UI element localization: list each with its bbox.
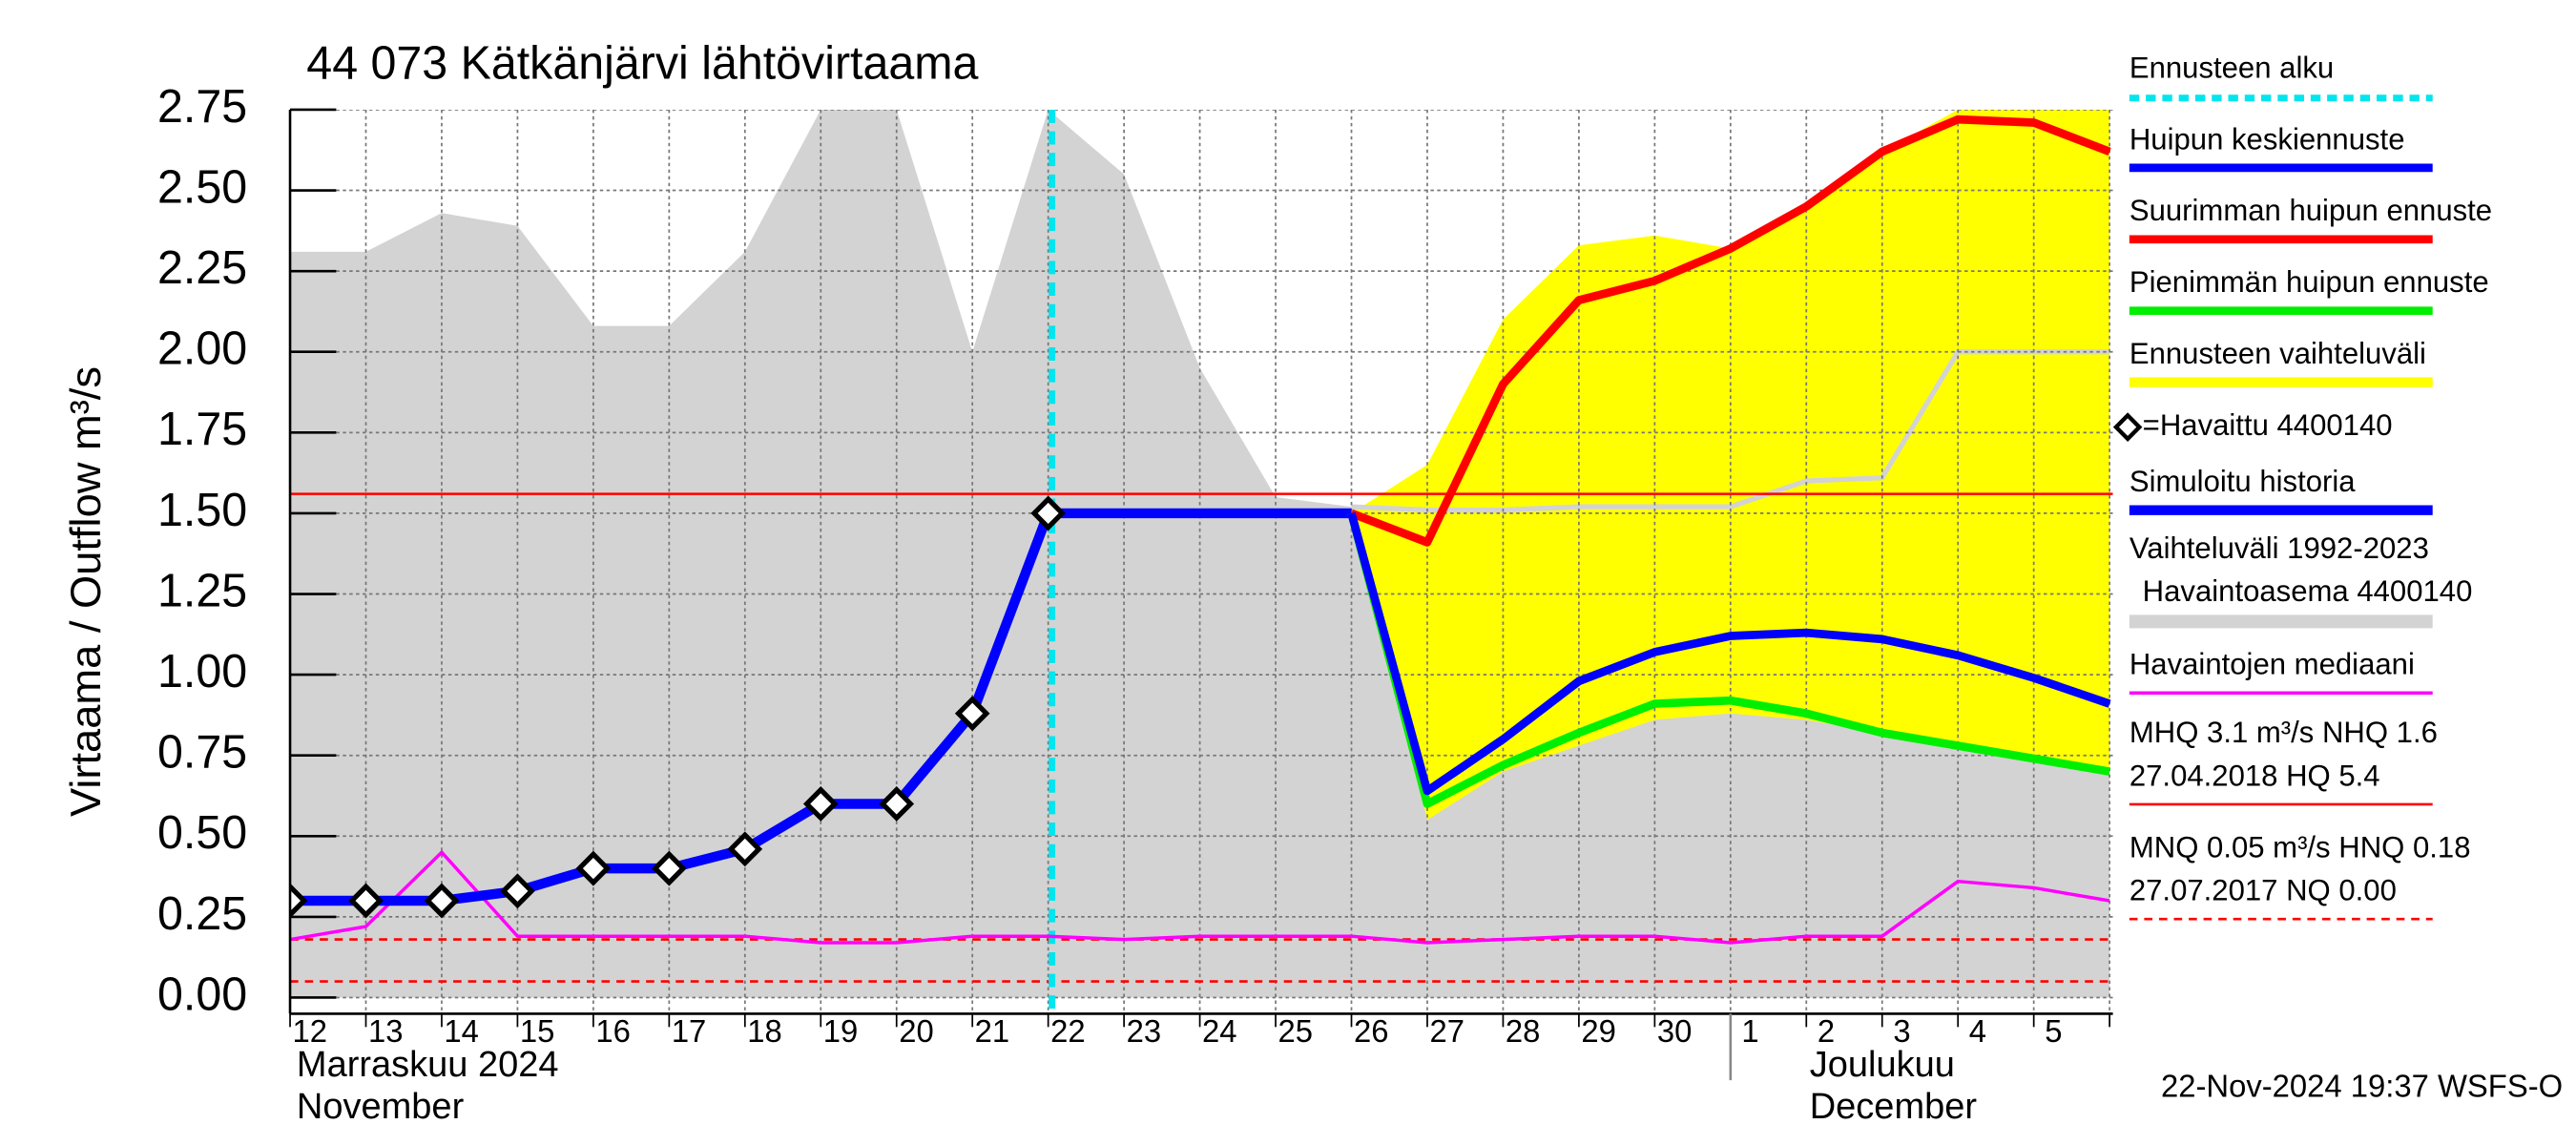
observed-point [575,850,612,886]
x-tick-label: 19 [823,1013,858,1049]
observed-point [500,873,535,909]
legend-label: MNQ 0.05 m³/s HNQ 0.18 [2129,830,2471,864]
x-tick-label: 2 [1818,1013,1835,1049]
x-tick-label: 18 [747,1013,781,1049]
x-tick-label: 25 [1278,1013,1313,1049]
y-tick-label: 1.50 [157,485,247,536]
y-tick-label: 0.00 [157,968,247,1020]
x-tick-label: 30 [1657,1013,1692,1049]
observed-point [652,850,687,886]
y-axis-label: Virtaama / Outflow m³/s [61,366,110,817]
x-tick-label: 26 [1354,1013,1388,1049]
legend-label: Havaintoasema 4400140 [2143,574,2473,608]
x-tick-label: 24 [1202,1013,1236,1049]
range-band-edge [1351,349,2110,513]
month-label: December [1810,1086,1978,1127]
x-tick-label: 21 [975,1013,1009,1049]
x-tick-label: 16 [595,1013,630,1049]
legend-label: Pienimmän huipun ennuste [2129,265,2489,299]
series-line [290,850,2110,945]
y-tick-label: 2.75 [157,81,247,133]
x-tick-label: 20 [899,1013,933,1049]
y-tick-label: 2.50 [157,161,247,213]
y-tick-label: 0.25 [157,888,247,940]
x-tick-label: 15 [520,1013,554,1049]
legend-label: Simuloitu historia [2129,465,2356,498]
x-tick-label: 14 [444,1013,478,1049]
plot-area [290,109,2113,1014]
observed-point [802,785,839,822]
legend-label: 27.07.2017 NQ 0.00 [2129,873,2397,906]
observed-point [424,883,460,919]
x-tick-label: 3 [1893,1013,1910,1049]
observed-point [1030,495,1066,531]
x-tick-label: 28 [1506,1013,1540,1049]
month-label: Joulukuu [1810,1044,1955,1085]
legend-label: MHQ 3.1 m³/s NHQ 1.6 [2129,716,2438,749]
observed-point [727,831,763,867]
y-tick-label: 1.00 [157,646,247,697]
y-tick-label: 1.75 [157,404,247,455]
x-tick-label: 4 [1969,1013,1986,1049]
legend-label: =Havaittu 4400140 [2143,408,2393,442]
legend-label: 27.04.2018 HQ 5.4 [2129,759,2380,792]
y-tick-label: 0.75 [157,726,247,778]
y-tick-label: 0.50 [157,807,247,859]
chart-title: 44 073 Kätkänjärvi lähtövirtaama [306,37,978,89]
observed-point [954,696,990,732]
x-tick-label: 23 [1127,1013,1161,1049]
month-label: November [297,1086,465,1127]
y-tick-label: 2.25 [157,242,247,294]
legend-label: Huipun keskiennuste [2129,122,2405,156]
legend-marker [2112,412,2143,442]
x-tick-label: 29 [1581,1013,1615,1049]
x-tick-label: 12 [293,1013,327,1049]
month-label: Marraskuu 2024 [297,1044,559,1085]
x-tick-label: 17 [672,1013,706,1049]
legend-label: Ennusteen vaihteluväli [2129,337,2426,370]
timestamp: 22-Nov-2024 19:37 WSFS-O [2161,1068,2563,1103]
x-tick-label: 5 [2045,1013,2062,1049]
x-tick-label: 27 [1429,1013,1464,1049]
series-line [1347,511,2110,808]
y-tick-label: 2.00 [157,323,247,374]
x-tick-label: 13 [368,1013,403,1049]
legend-label: Ennusteen alku [2129,51,2334,84]
series-line [1347,511,2111,796]
x-tick-label: 1 [1741,1013,1758,1049]
legend-label: Havaintojen mediaani [2129,648,2415,681]
legend-label: Vaihteluväli 1992-2023 [2129,531,2429,565]
series-line [1349,114,2111,547]
legend-label: Suurimman huipun ennuste [2129,194,2492,227]
x-tick-label: 22 [1050,1013,1085,1049]
observed-point [879,785,915,822]
observed-point [348,883,384,919]
y-tick-label: 1.25 [157,565,247,616]
observed-point [290,883,308,919]
